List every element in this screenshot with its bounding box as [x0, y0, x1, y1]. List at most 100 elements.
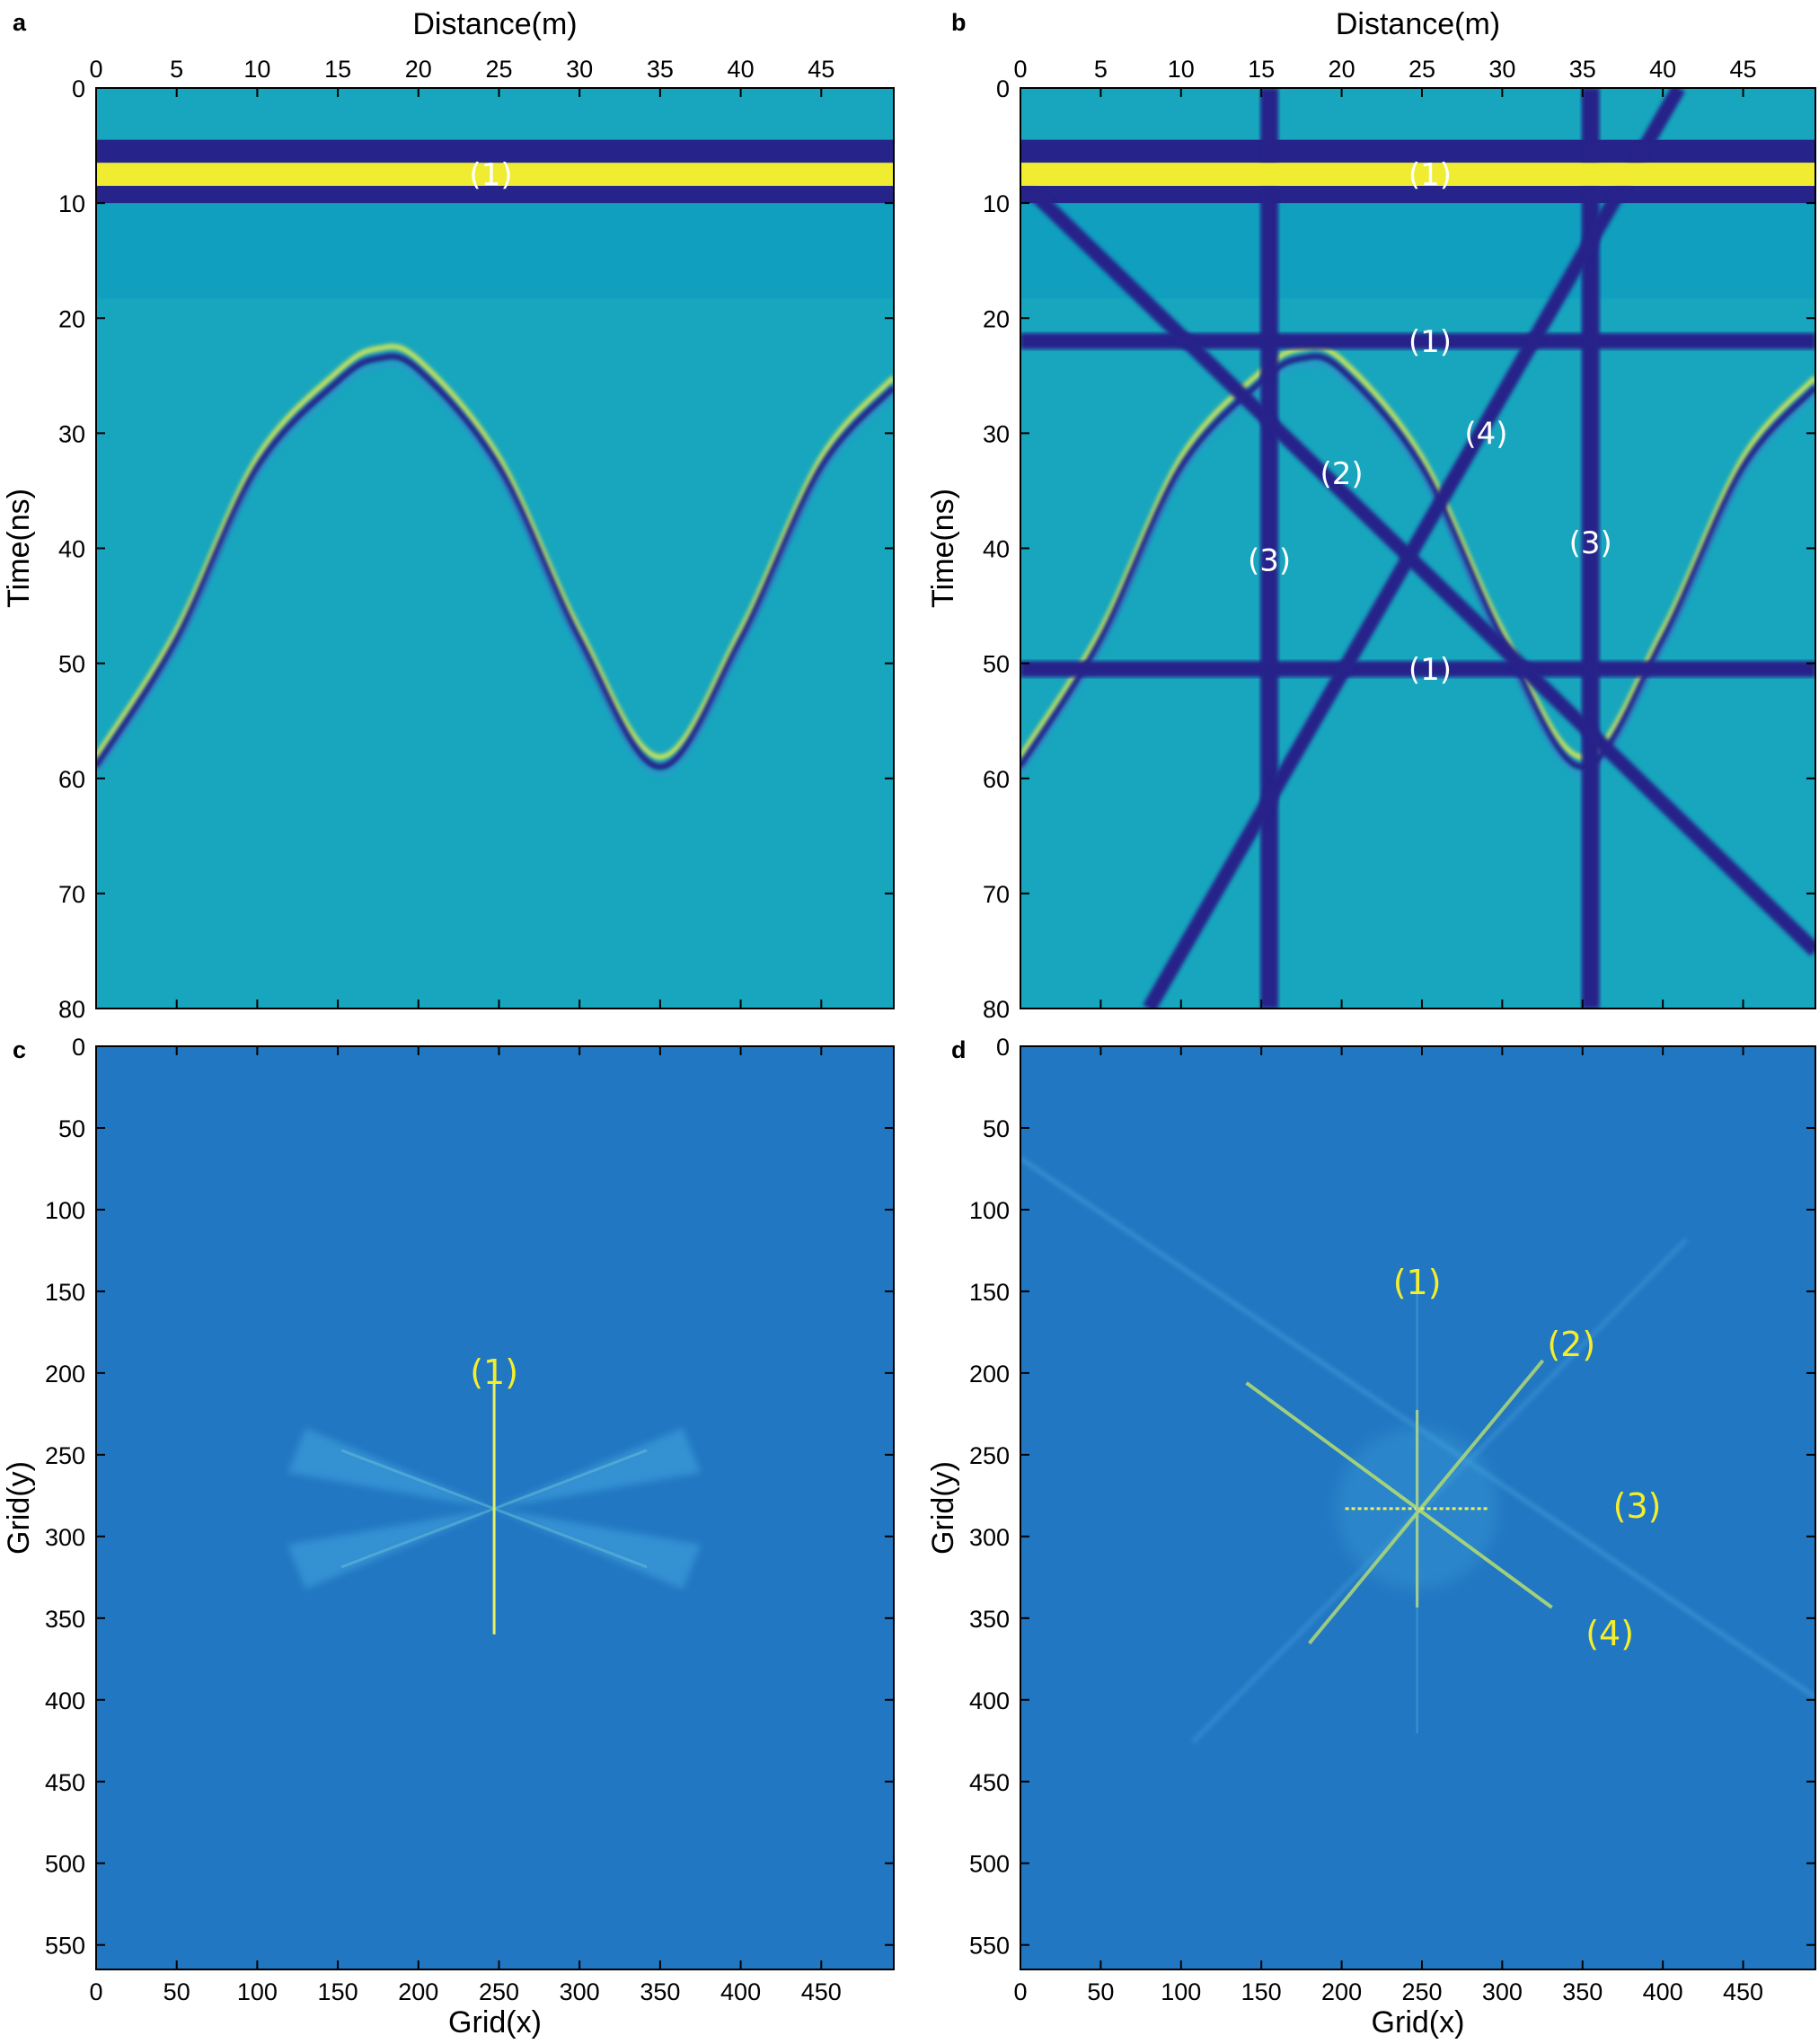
y-tick-label: 550 [969, 1933, 1010, 1960]
y-axis-title: Grid(y) [926, 1461, 960, 1555]
x-tick-label: 15 [1248, 56, 1275, 83]
annotations-c: (1) [470, 1352, 518, 1392]
y-axis-title: Time(ns) [926, 489, 960, 608]
y-tick-label: 250 [969, 1442, 1010, 1469]
x-tick-label: 50 [163, 1978, 190, 2005]
y-tick-label: 40 [58, 536, 85, 563]
x-tick-label: 0 [1013, 56, 1027, 83]
x-tick-label: 350 [1562, 1978, 1603, 2005]
x-tick-label: 150 [318, 1978, 358, 2005]
spectrum-diagonal [1308, 1359, 1545, 1645]
heatmap-b [1020, 88, 1815, 1009]
horizontal-noise [1020, 332, 1815, 349]
y-tick-label: 100 [969, 1197, 1010, 1224]
annotations-d: (1) (2) (3) (4) [1393, 1263, 1662, 1653]
y-tick-label: 0 [996, 75, 1010, 102]
y-tick-label: 80 [58, 996, 85, 1023]
y-tick-label: 40 [983, 536, 1010, 563]
hyperbola-shadow [1020, 362, 1815, 777]
y-tick-label: 0 [996, 1034, 1010, 1061]
x-tick-label: 450 [1723, 1978, 1763, 2005]
panel-label: b [951, 9, 967, 36]
panel-label: d [951, 1036, 967, 1063]
plot-frame [1020, 1045, 1816, 1970]
heatmap-d [1020, 1046, 1815, 1969]
x-tick-label: 400 [720, 1978, 761, 2005]
diagonal-noise [1020, 174, 1815, 956]
direct-wave-dark [96, 185, 894, 204]
y-tick-label: 50 [983, 1115, 1010, 1142]
hyperbola-dark [1020, 353, 1815, 771]
y-tick-label: 550 [45, 1933, 85, 1960]
y-axis-title: Time(ns) [2, 489, 36, 608]
y-tick-label: 50 [983, 651, 1010, 678]
x-tick-label: 300 [560, 1978, 600, 2005]
heatmap-c [96, 1046, 894, 1969]
annotation-label: (1) [1408, 324, 1452, 360]
y-tick-label: 30 [58, 420, 85, 447]
hyperbola-yellow [96, 343, 894, 760]
y-tick-label: 500 [45, 1851, 85, 1878]
annotation-label: (3) [1569, 525, 1612, 561]
y-tick-label: 50 [58, 1115, 85, 1142]
x-tick-label: 20 [405, 56, 432, 83]
spectrum-diagonal [1245, 1381, 1553, 1609]
y-tick-label: 10 [983, 190, 1010, 217]
direct-wave-yellow [96, 163, 894, 186]
x-tick-label: 0 [89, 56, 102, 83]
x-tick-label: 50 [1087, 1978, 1114, 2005]
x-tick-label: 300 [1482, 1978, 1523, 2005]
x-tick-label: 40 [728, 56, 755, 83]
direct-wave-dark [1020, 139, 1815, 163]
y-tick-label: 250 [45, 1442, 85, 1469]
y-tick-label: 500 [969, 1851, 1010, 1878]
y-tick-label: 20 [983, 305, 1010, 332]
x-tick-label: 250 [1401, 1978, 1442, 2005]
y-tick-label: 30 [983, 420, 1010, 447]
y-tick-label: 0 [72, 1034, 85, 1061]
band-shading [1020, 203, 1815, 299]
diagonal-noise [1143, 88, 1685, 1009]
y-axis-title: Grid(y) [2, 1461, 36, 1555]
annotation-label: (2) [1547, 1325, 1595, 1364]
x-tick-label: 5 [1094, 56, 1108, 83]
x-tick-label: 10 [243, 56, 270, 83]
y-tick-label: 400 [969, 1687, 1010, 1714]
annotation-label: (3) [1248, 542, 1291, 578]
hyperbola-shadow [96, 362, 894, 777]
x-axis-title: Grid(x) [448, 2005, 542, 2040]
y-tick-label: 70 [58, 881, 85, 908]
x-tick-label: 25 [1408, 56, 1435, 83]
y-tick-label: 100 [45, 1197, 85, 1224]
y-tick-label: 70 [983, 881, 1010, 908]
x-tick-label: 350 [640, 1978, 680, 2005]
x-tick-label: 10 [1168, 56, 1195, 83]
panel-label: a [13, 9, 27, 36]
x-axis-title: Grid(x) [1372, 2005, 1465, 2040]
annotation-label: (3) [1613, 1486, 1662, 1526]
hyperbola-dark [96, 353, 894, 771]
y-tick-label: 0 [72, 75, 85, 102]
annotation-label: (1) [1408, 652, 1452, 688]
x-tick-label: 250 [479, 1978, 519, 2005]
y-tick-label: 20 [58, 305, 85, 332]
y-tick-label: 450 [969, 1769, 1010, 1796]
y-tick-label: 150 [45, 1279, 85, 1306]
x-axis-title: Distance(m) [412, 7, 577, 41]
x-tick-label: 200 [398, 1978, 438, 2005]
band-shading [96, 203, 894, 299]
direct-wave-yellow [1020, 163, 1815, 186]
y-tick-label: 80 [983, 996, 1010, 1023]
axes-a: 0 5 10 15 20 25 30 35 40 45 0 10 20 30 40 50 60 70 80 Dista… [2, 7, 895, 1023]
hyperbola-yellow [1020, 343, 1815, 760]
y-tick-label: 150 [969, 1279, 1010, 1306]
x-tick-label: 450 [801, 1978, 842, 2005]
x-tick-label: 35 [1569, 56, 1596, 83]
annotation-label: (1) [1408, 157, 1452, 193]
direct-wave-dark [96, 139, 894, 163]
y-tick-label: 200 [45, 1361, 85, 1388]
x-tick-label: 150 [1241, 1978, 1282, 2005]
annotations-b: (1) (1) (4) (2) (3) (3) (1) [1248, 157, 1612, 688]
y-tick-label: 60 [983, 766, 1010, 793]
x-tick-label: 15 [324, 56, 351, 83]
